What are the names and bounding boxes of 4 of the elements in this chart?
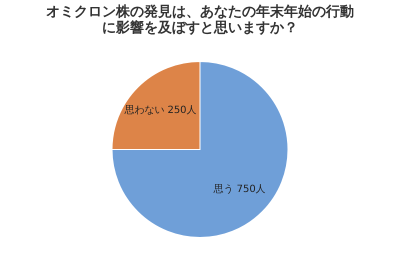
slice-label: 思わない 250人 [123, 104, 197, 116]
slice-label: 思う 750人 [212, 184, 266, 196]
pie-slice [112, 61, 288, 238]
chart-title: オミクロン株の発見は、あなたの年末年始の行動に影響を及ぼすと思いますか？ [46, 4, 354, 36]
